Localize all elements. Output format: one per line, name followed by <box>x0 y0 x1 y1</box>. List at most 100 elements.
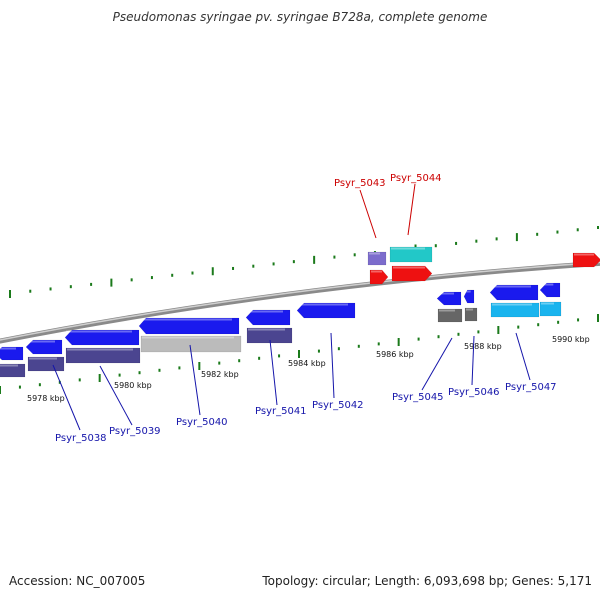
outer-tick <box>211 267 214 276</box>
gene-arrow <box>296 302 356 319</box>
gene-label-psyr-5043[interactable]: Psyr_5043 <box>334 178 386 189</box>
gene-label-psyr-5040[interactable]: Psyr_5040 <box>176 417 228 428</box>
gene-arrow-shape <box>489 284 539 301</box>
gene-arrow-shape <box>64 329 140 346</box>
gene-label-psyr-5042[interactable]: Psyr_5042 <box>312 400 364 411</box>
genome-title: Pseudomonas syringae pv. syringae B728a,… <box>112 10 488 24</box>
gene-arrow <box>367 251 387 266</box>
gene-arrow-highlight-shape <box>391 265 433 282</box>
gene-arrow-shape <box>436 291 462 306</box>
inner-tick <box>457 332 460 336</box>
leader-line <box>359 189 377 239</box>
gene-arrow <box>389 246 433 263</box>
gene-arrow <box>138 317 240 335</box>
outer-tick <box>150 276 153 280</box>
outer-tick <box>272 262 275 266</box>
cds-bar <box>140 335 242 353</box>
gene-arrow-shape <box>245 309 291 326</box>
gene-label-psyr-5041[interactable]: Psyr_5041 <box>255 406 307 417</box>
tick-label: 5988 kbp <box>464 342 502 351</box>
leader-line <box>269 339 278 406</box>
outer-tick <box>495 237 498 241</box>
gene-arrow-shape <box>463 289 475 304</box>
inner-tick <box>78 378 81 382</box>
inner-tick <box>497 326 500 334</box>
gene-arrow-shape <box>367 251 387 266</box>
cds-bar-shape <box>0 363 26 378</box>
gene-label-psyr-5046[interactable]: Psyr_5046 <box>448 387 500 398</box>
inner-tick <box>18 385 21 389</box>
gene-arrow-shape <box>25 339 63 355</box>
cds-bar <box>246 327 293 344</box>
cds-bar <box>437 308 463 323</box>
outer-tick <box>90 282 93 286</box>
tick-label: 5984 kbp <box>288 359 326 368</box>
gene-arrow-shape <box>296 302 356 319</box>
inner-tick <box>98 374 101 382</box>
leader-line <box>407 183 416 236</box>
genome-backbone <box>0 260 600 344</box>
gene-label-psyr-5045[interactable]: Psyr_5045 <box>392 392 444 403</box>
gene-arrow <box>245 309 291 326</box>
inner-tick <box>317 349 320 353</box>
gene-arrow-highlight-shape <box>572 252 600 268</box>
leader-line <box>99 365 133 426</box>
inner-tick <box>517 325 520 329</box>
outer-tick <box>475 239 478 243</box>
gene-arrow <box>463 289 475 304</box>
tick-label: 5990 kbp <box>552 335 590 344</box>
leader-line <box>189 344 201 416</box>
outer-tick <box>455 241 458 245</box>
outer-tick <box>110 278 113 287</box>
outer-tick <box>171 273 174 277</box>
leader-line <box>421 337 453 391</box>
cds-bar <box>0 363 26 378</box>
scale-labels: 5978 kbp 5980 kbp 5982 kbp 5984 kbp 5986… <box>27 335 590 403</box>
inner-tick <box>178 366 181 370</box>
gene-labels: Psyr_5038 Psyr_5039 Psyr_5040 Psyr_5041 … <box>55 173 557 444</box>
gene-arrow-highlight <box>391 265 433 282</box>
inner-tick <box>138 371 141 375</box>
inner-tick <box>218 361 221 365</box>
inner-tick <box>238 359 241 363</box>
leader-line <box>471 335 475 386</box>
gene-arrow-shape <box>138 317 240 335</box>
inner-tick <box>158 368 161 372</box>
gene-arrow-shape <box>539 282 561 298</box>
outer-tick <box>292 260 295 264</box>
leader-line <box>515 332 531 381</box>
outer-tick <box>130 278 133 282</box>
feature-track <box>0 246 600 378</box>
inner-tick <box>38 383 41 387</box>
gene-arrow-highlight <box>369 269 389 285</box>
outer-tick <box>556 230 559 234</box>
gene-label-psyr-5044[interactable]: Psyr_5044 <box>390 173 442 184</box>
gene-arrow-shape <box>0 346 24 361</box>
accession-text: Accession: NC_007005 <box>9 574 146 588</box>
outer-tick <box>333 255 336 259</box>
outer-tick <box>252 264 255 268</box>
cds-bar <box>65 347 141 364</box>
gene-label-psyr-5039[interactable]: Psyr_5039 <box>109 426 161 437</box>
inner-tick <box>597 314 599 322</box>
cds-bar-shape <box>490 302 540 318</box>
outer-tick <box>232 266 235 270</box>
inner-tick <box>337 347 340 351</box>
leader-line <box>52 364 81 431</box>
gene-arrow-highlight-shape <box>369 269 389 285</box>
inner-tick <box>537 323 540 327</box>
gene-arrow <box>436 291 462 306</box>
gene-label-psyr-5047[interactable]: Psyr_5047 <box>505 382 557 393</box>
inner-tick <box>377 342 380 346</box>
label-leaders <box>52 183 531 431</box>
gene-label-psyr-5038[interactable]: Psyr_5038 <box>55 433 107 444</box>
inner-tick <box>278 354 281 358</box>
outer-tick <box>353 253 356 257</box>
cds-bar <box>464 307 478 322</box>
gene-arrow <box>25 339 63 355</box>
tick-label: 5982 kbp <box>201 370 239 379</box>
inner-tick <box>357 344 360 348</box>
cds-bar <box>539 301 562 317</box>
inner-tick <box>437 335 440 339</box>
